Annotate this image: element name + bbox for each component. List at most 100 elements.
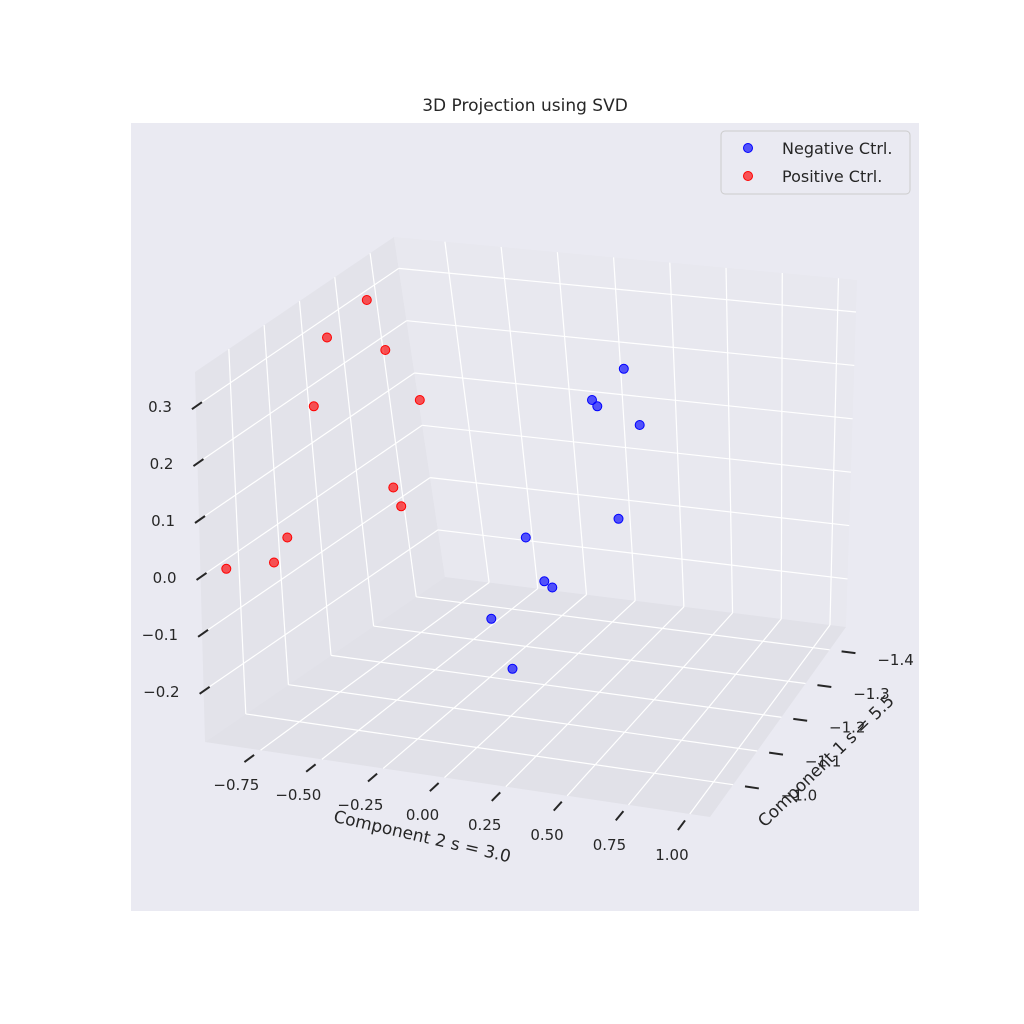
z-tick-label: −0.2: [143, 683, 179, 701]
x-grid-left-wall: [228, 349, 247, 714]
y-tick: [553, 801, 563, 812]
z-tick-label: 0.2: [150, 455, 174, 473]
floor-pane: [205, 577, 846, 817]
z-tick-label: 0.0: [153, 569, 177, 587]
legend-marker-negative: [743, 143, 753, 153]
y-tick: [243, 754, 255, 763]
data-point: [613, 513, 624, 524]
y-grid-floor: [628, 618, 782, 806]
y-grid-floor: [444, 600, 636, 779]
z-grid-left: [201, 477, 431, 635]
y-tick-label: −0.50: [275, 786, 321, 804]
data-point: [539, 576, 550, 587]
z-grid-right: [414, 372, 853, 420]
x-tick-label: −1.1: [805, 753, 841, 771]
y-tick-label: 0.25: [468, 816, 501, 834]
y-tick-label: 1.00: [655, 846, 688, 864]
z-tick: [192, 458, 205, 467]
y-grid-right-wall: [669, 262, 685, 607]
x-grid-floor: [373, 625, 806, 685]
data-point: [486, 613, 497, 624]
y-tick-label: 0.00: [406, 806, 439, 824]
z-grid-right: [406, 320, 855, 367]
y-tick: [305, 763, 317, 773]
legend-box: [720, 130, 911, 195]
right-pane: [394, 237, 857, 627]
z-tick: [195, 572, 208, 581]
y-tick: [491, 791, 501, 802]
x-tick-labels: −1.0 −1.1 −1.2 −1.3 −1.4: [781, 651, 914, 805]
y-grid-right-wall: [612, 257, 636, 601]
data-point: [308, 401, 319, 412]
x-grid-floor: [330, 654, 782, 718]
x-tick: [841, 650, 856, 655]
y-tick: [429, 782, 440, 792]
y-grid-floor: [566, 612, 734, 797]
y-grid-floor: [382, 594, 587, 769]
z-grid-right: [430, 477, 850, 527]
y-grid-floor: [505, 606, 685, 788]
data-point: [322, 332, 332, 343]
y-tick-labels: −0.75 −0.50 −0.25 0.00 0.25 0.50 0.75 1.00: [213, 776, 688, 864]
data-point: [282, 532, 293, 543]
x-grid-floor: [288, 684, 758, 752]
y-grid-floor: [689, 624, 831, 815]
data-point: [520, 532, 531, 543]
data-points: [221, 295, 645, 674]
x-tick: [817, 684, 832, 688]
z-grid-left: [203, 529, 439, 692]
z-tick-labels: 0.3 0.2 0.1 0.0 −0.1 −0.2: [142, 398, 180, 701]
x-tick: [793, 717, 808, 722]
grid-lines: [195, 241, 857, 815]
data-point: [547, 582, 558, 593]
z-grid-left: [198, 372, 415, 521]
y-tick: [677, 819, 686, 831]
y-grid-right-wall: [444, 241, 490, 583]
z-grid-right: [398, 267, 857, 313]
legend: Negative Ctrl. Positive Ctrl.: [720, 130, 911, 195]
x-tick-label: −1.0: [781, 786, 817, 804]
data-point: [587, 395, 597, 405]
legend-label-positive: Positive Ctrl.: [782, 167, 882, 186]
x-tick: [744, 785, 759, 790]
x-grid-floor: [416, 596, 830, 651]
y-tick: [367, 772, 378, 783]
x-tick-label: −1.4: [877, 651, 913, 669]
x-tick-label: −1.2: [829, 719, 865, 737]
z-tick-label: 0.1: [151, 512, 175, 530]
y-grid-right-wall: [556, 252, 588, 595]
y-tick: [615, 810, 625, 821]
data-point: [507, 663, 518, 674]
z-tick-label: −0.1: [142, 626, 178, 644]
x-grid-floor: [245, 713, 734, 786]
z-grid-right: [422, 424, 851, 473]
y-tick-label: 0.75: [593, 836, 626, 854]
legend-label-negative: Negative Ctrl.: [782, 139, 892, 158]
z-grid-left: [197, 320, 407, 464]
data-point: [634, 420, 645, 430]
left-pane: [195, 237, 445, 742]
tick-marks: [191, 401, 856, 831]
data-point: [269, 557, 279, 568]
x-tick-label: −1.3: [853, 685, 889, 703]
y-tick-label: −0.75: [213, 776, 259, 794]
y-grid-right-wall: [500, 246, 539, 589]
data-point: [221, 563, 232, 574]
z-tick: [194, 515, 206, 524]
y-tick-label: −0.25: [337, 796, 383, 814]
y-grid-floor: [260, 582, 490, 751]
z-grid-left: [200, 424, 423, 578]
z-grid-right: [437, 529, 848, 580]
y-grid-floor: [321, 588, 539, 760]
data-point: [380, 345, 391, 355]
x-grid-left-wall: [334, 277, 375, 627]
data-point: [592, 401, 603, 412]
legend-marker-positive: [743, 171, 753, 181]
x-grid-left-wall: [263, 325, 289, 685]
y-grid-right-wall: [780, 273, 783, 619]
y-tick-label: 0.50: [530, 826, 563, 844]
data-point: [388, 482, 399, 493]
data-point: [396, 501, 407, 512]
z-tick-label: 0.3: [148, 398, 172, 416]
